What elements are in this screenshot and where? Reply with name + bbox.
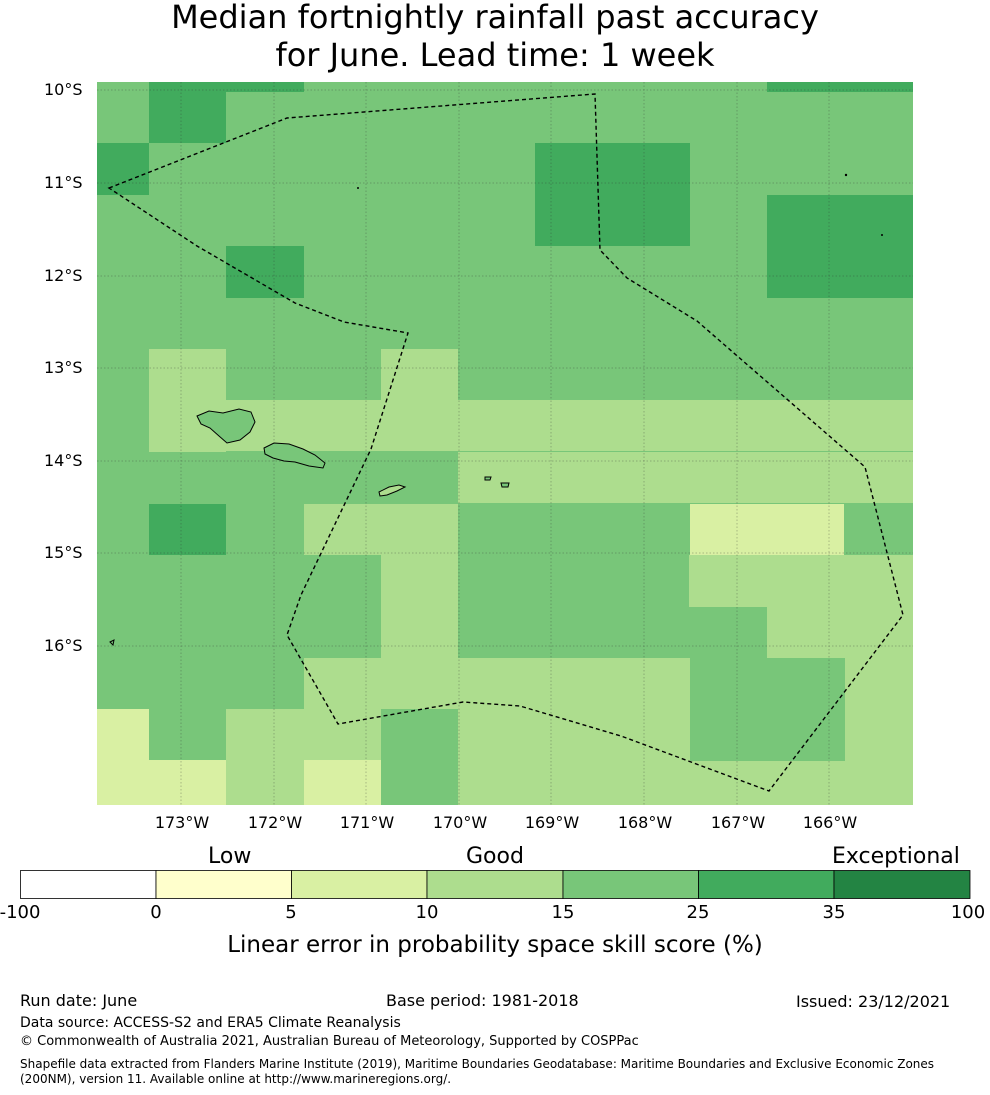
lat-label: 10°S [44, 80, 83, 99]
skill-cell [304, 658, 381, 761]
category-exceptional: Exceptional [832, 844, 960, 869]
colorbar-tick: 10 [415, 902, 439, 923]
lon-label: 166°W [802, 813, 858, 832]
skill-cell [458, 504, 535, 555]
lon-label: 172°W [247, 813, 303, 832]
colorbar-label: Linear error in probability space skill … [227, 932, 763, 958]
colorbar-tick: 100 [950, 902, 986, 923]
lon-label: 168°W [617, 813, 673, 832]
lon-label: 169°W [524, 813, 580, 832]
skill-cell [767, 607, 913, 658]
colorbar-seg-neg [20, 870, 157, 899]
lat-label: 11°S [44, 173, 83, 192]
colorbar-tick: -100 [0, 902, 41, 923]
upolu-island [263, 442, 326, 469]
colorbar-tick: 35 [822, 902, 846, 923]
skill-cell [690, 607, 767, 659]
colorbar-tick: 0 [150, 902, 162, 923]
savaii-island [196, 408, 256, 444]
base-period: Base period: 1981-2018 [386, 991, 579, 1010]
small-islet [881, 234, 883, 236]
skill-cell [690, 658, 845, 761]
colorbar-seg-25-35 [698, 870, 835, 899]
copyright: © Commonwealth of Australia 2021, Austra… [20, 1034, 639, 1049]
skill-map [97, 82, 913, 805]
skill-grid [97, 82, 913, 805]
manua-island [484, 476, 510, 488]
skill-cell [690, 504, 844, 555]
lon-label: 171°W [339, 813, 395, 832]
colorbar-tick: 15 [551, 902, 575, 923]
skill-cell [767, 195, 913, 298]
graticule [97, 82, 913, 805]
small-islet [109, 639, 115, 647]
colorbar-seg-15-25 [562, 870, 699, 899]
skill-cell [149, 504, 226, 555]
skill-cell [226, 246, 304, 298]
small-islet [844, 173, 848, 177]
lon-label: 167°W [710, 813, 766, 832]
run-date: Run date: June [20, 991, 138, 1010]
skill-cell [381, 555, 458, 658]
lon-label: 173°W [154, 813, 210, 832]
colorbar-seg-10-15 [426, 870, 564, 899]
skill-cell [149, 82, 304, 92]
skill-cell [226, 709, 304, 805]
skill-cell [612, 555, 689, 607]
map-title-line2: for June. Lead time: 1 week [275, 36, 715, 74]
colorbar-seg-5-10 [291, 870, 428, 899]
skill-cell [304, 504, 458, 555]
lat-label: 13°S [44, 358, 83, 377]
skill-cell [535, 607, 612, 658]
skill-cell [535, 452, 913, 503]
skill-cell [97, 607, 304, 709]
tutuila-island [378, 484, 407, 497]
colorbar-tick: 5 [285, 902, 297, 923]
skill-cell [97, 143, 149, 195]
lat-label: 14°S [44, 451, 83, 470]
small-islet [357, 187, 359, 189]
skill-cell [767, 82, 913, 92]
lat-label: 16°S [44, 636, 83, 655]
skill-cell [690, 400, 913, 451]
colorbar [20, 870, 971, 899]
skill-cell [381, 400, 690, 451]
lat-label: 12°S [44, 266, 83, 285]
skill-cell [458, 555, 612, 607]
colorbar-seg-35-100 [833, 870, 971, 899]
shapefile-credit: Shapefile data extracted from Flanders M… [20, 1057, 935, 1086]
lon-label: 170°W [432, 813, 488, 832]
category-good: Good [466, 844, 524, 869]
colorbar-tick: 25 [686, 902, 710, 923]
lat-label: 15°S [44, 543, 83, 562]
skill-cell [458, 452, 535, 503]
skill-cell [149, 349, 226, 452]
colorbar-seg-0-5 [155, 870, 292, 899]
issued-date: Issued: 23/12/2021 [796, 992, 951, 1011]
skill-cell [304, 760, 381, 805]
skill-cell [97, 709, 149, 805]
map-title-line1: Median fortnightly rainfall past accurac… [171, 0, 819, 36]
category-low: Low [208, 844, 252, 869]
skill-cell [535, 143, 690, 246]
skill-cell [149, 760, 226, 805]
skill-cell [381, 349, 458, 400]
data-source: Data source: ACCESS-S2 and ERA5 Climate … [20, 1015, 401, 1031]
skill-cell [149, 92, 226, 143]
